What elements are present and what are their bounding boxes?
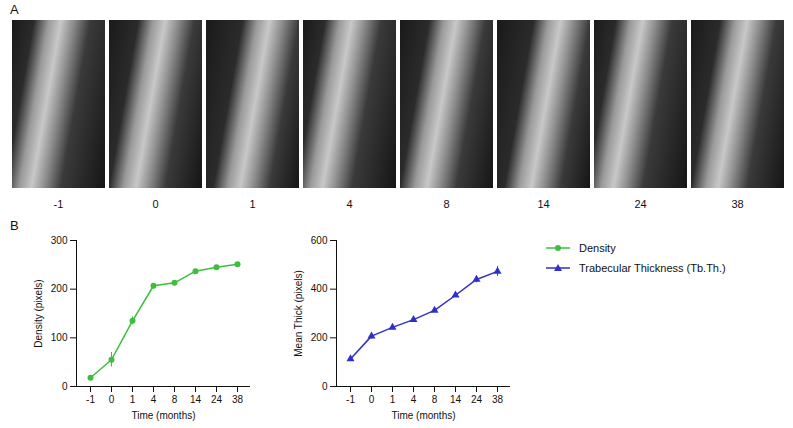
svg-text:Mean Thick (pixels): Mean Thick (pixels) [293,270,304,357]
svg-text:0: 0 [369,394,375,405]
svg-text:38: 38 [232,394,244,405]
html-text:Trabecular Thickness (Tb.Th.): Trabecular Thickness (Tb.Th.) [579,262,726,274]
svg-text:600: 600 [311,235,328,246]
svg-text:8: 8 [172,394,178,405]
html-text:1: 1 [249,198,256,210]
svg-text:0: 0 [109,394,115,405]
svg-text:1: 1 [130,394,136,405]
svg-text:14: 14 [450,394,462,405]
svg-text:200: 200 [51,283,68,294]
svg-text:0: 0 [322,381,328,392]
html-text:B: B [10,218,19,233]
html-text:Density: Density [579,242,616,254]
svg-text:-1: -1 [346,394,355,405]
svg-text:1: 1 [390,394,396,405]
html-text:0: 0 [152,198,159,210]
svg-text:8: 8 [432,394,438,405]
svg-text:24: 24 [471,394,483,405]
html-text:-1: -1 [53,198,64,210]
html-text:24: 24 [634,198,647,210]
svg-text:Density (pixels): Density (pixels) [33,279,44,347]
svg-text:100: 100 [51,332,68,343]
html-text:4: 4 [346,198,353,210]
svg-text:200: 200 [311,332,328,343]
html-text:38: 38 [731,198,744,210]
svg-text:14: 14 [190,394,202,405]
svg-text:38: 38 [492,394,504,405]
svg-text:Time (months): Time (months) [391,410,455,421]
svg-text:24: 24 [211,394,223,405]
svg-text:4: 4 [411,394,417,405]
svg-text:300: 300 [51,235,68,246]
svg-text:0: 0 [62,381,68,392]
svg-text:Time (months): Time (months) [131,410,195,421]
svg-text:400: 400 [311,283,328,294]
svg-text:-1: -1 [86,394,95,405]
html-text:14: 14 [537,198,550,210]
html-text:8: 8 [443,198,450,210]
html-text:A: A [10,2,19,17]
svg-text:4: 4 [151,394,157,405]
